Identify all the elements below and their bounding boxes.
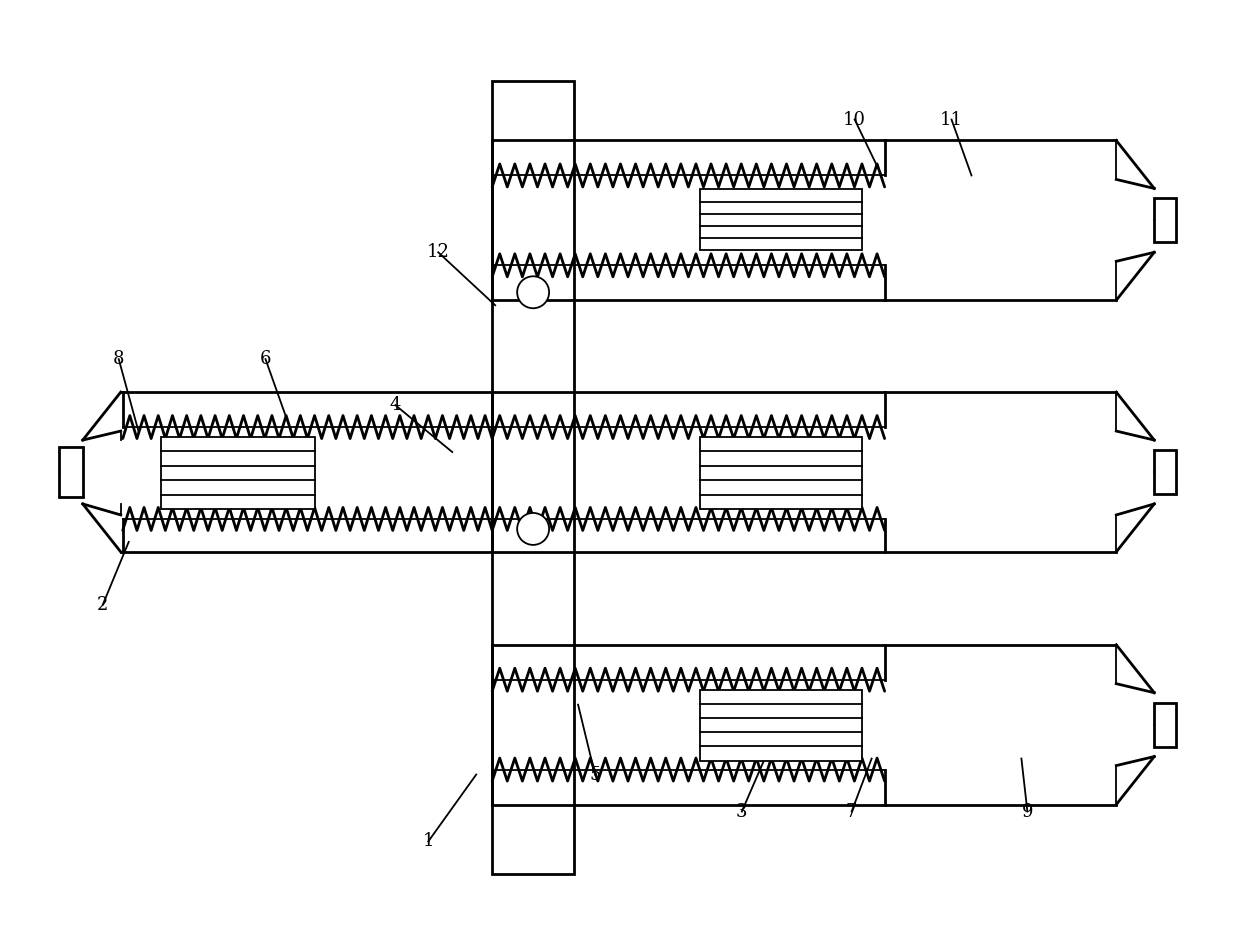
Bar [161,438,315,509]
Bar [1154,199,1177,242]
Text: 5: 5 [589,765,600,783]
Bar [699,189,862,250]
Text: 2: 2 [97,596,108,614]
Text: 6: 6 [259,350,272,368]
Text: 3: 3 [737,802,748,820]
Bar [492,80,574,874]
Text: 8: 8 [113,350,124,368]
Text: 9: 9 [1022,802,1033,820]
Text: 1: 1 [423,832,434,850]
Circle shape [517,277,549,308]
Bar [58,447,83,497]
Circle shape [517,513,549,545]
Bar [1154,703,1177,746]
Bar [1154,450,1177,494]
Text: 12: 12 [427,243,450,261]
Text: 4: 4 [389,396,401,414]
Text: 10: 10 [843,111,867,129]
Bar [699,438,862,509]
Bar [699,689,862,760]
Text: 11: 11 [940,111,963,129]
Text: 7: 7 [846,802,857,820]
